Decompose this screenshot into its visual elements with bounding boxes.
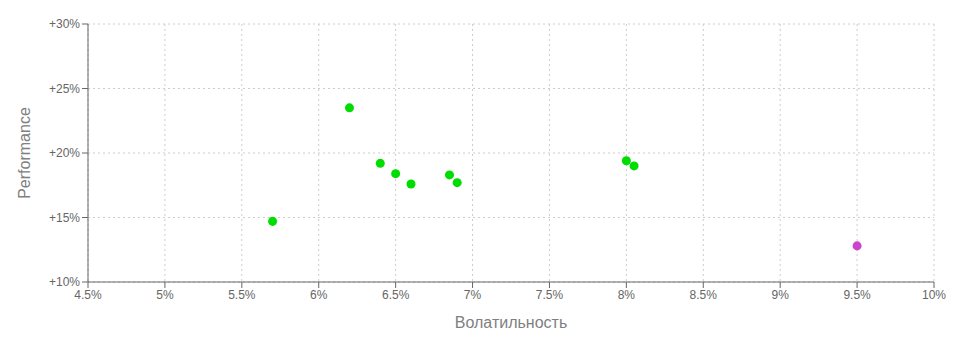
svg-text:8%: 8%	[618, 288, 636, 302]
svg-text:Performance: Performance	[16, 107, 33, 199]
svg-text:+30%: +30%	[49, 17, 80, 31]
svg-text:+10%: +10%	[49, 275, 80, 289]
svg-text:Волатильность: Волатильность	[455, 314, 567, 331]
svg-text:5%: 5%	[156, 288, 174, 302]
svg-text:9.5%: 9.5%	[843, 288, 871, 302]
svg-text:9%: 9%	[772, 288, 790, 302]
svg-text:8.5%: 8.5%	[690, 288, 718, 302]
svg-text:4.5%: 4.5%	[74, 288, 102, 302]
svg-text:7.5%: 7.5%	[536, 288, 564, 302]
svg-text:6%: 6%	[310, 288, 328, 302]
svg-text:+15%: +15%	[49, 211, 80, 225]
svg-text:5.5%: 5.5%	[228, 288, 256, 302]
svg-text:+25%: +25%	[49, 82, 80, 96]
svg-text:+20%: +20%	[49, 146, 80, 160]
svg-text:6.5%: 6.5%	[382, 288, 410, 302]
svg-text:7%: 7%	[464, 288, 482, 302]
svg-text:10%: 10%	[922, 288, 946, 302]
